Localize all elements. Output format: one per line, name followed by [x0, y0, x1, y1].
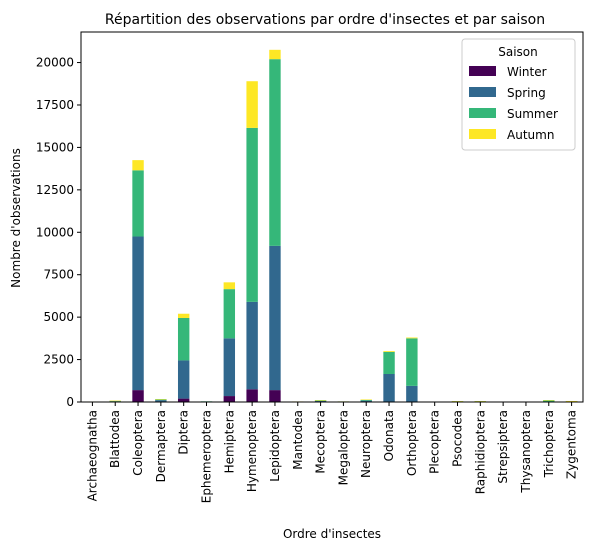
bar-segment-autumn-zygentoma — [565, 400, 578, 402]
x-tick-label: Lepidoptera — [268, 410, 282, 482]
x-tick-label: Odonata — [382, 410, 396, 461]
bar-segment-autumn-raphidioptera — [474, 401, 487, 402]
y-tick-label: 10000 — [36, 225, 74, 239]
bar-segment-spring-hemiptera — [223, 338, 236, 397]
bar-segment-summer-odonata — [383, 351, 395, 374]
x-tick-label: Trichoptera — [542, 410, 556, 478]
bar-segment-winter-diptera — [177, 398, 190, 402]
legend-label-spring: Spring — [507, 86, 546, 100]
x-tick-label: Diptera — [177, 410, 191, 455]
y-tick-label: 7500 — [43, 268, 74, 282]
bar-segment-summer-dermaptera — [155, 399, 167, 401]
y-tick-label: 20000 — [36, 56, 74, 70]
bar-segment-summer-hymenoptera — [246, 127, 258, 302]
x-tick-label: Archaeognatha — [85, 410, 99, 501]
y-tick-label: 17500 — [36, 98, 74, 112]
bar-segment-spring-hymenoptera — [246, 301, 258, 390]
bar-segment-summer-neuroptera — [360, 399, 372, 401]
legend: Saison Winter Spring Summer Autumn — [461, 38, 576, 151]
x-tick-label: Raphidioptera — [473, 410, 487, 494]
bar-segment-autumn-hemiptera — [223, 282, 236, 290]
x-tick-label: Plecoptera — [428, 410, 442, 474]
x-tick-label: Dermaptera — [154, 410, 168, 482]
legend-label-winter: Winter — [507, 65, 547, 79]
bar-segment-autumn-mecoptera — [314, 400, 327, 401]
x-axis: Archaeognatha Blattodea Coleoptera Dermapte… — [85, 402, 579, 503]
bar-segment-summer-mecoptera — [314, 400, 327, 401]
y-tick-label: 15000 — [36, 140, 74, 154]
x-tick-label: Mantodea — [291, 410, 305, 470]
y-axis-label: Nombre d'observations — [9, 148, 23, 288]
legend-swatch-summer — [469, 108, 496, 118]
y-tick-label: 5000 — [43, 310, 74, 324]
x-tick-label: Hemiptera — [222, 410, 236, 473]
y-tick-label: 12500 — [36, 183, 74, 197]
x-tick-label: Mecoptera — [314, 410, 328, 474]
x-axis-label: Ordre d'insectes — [283, 527, 381, 541]
bar-segment-spring-neuroptera — [360, 400, 372, 402]
bar-segment-autumn-psocodea — [451, 401, 464, 402]
bar-segment-winter-hemiptera — [223, 396, 236, 402]
legend-swatch-spring — [469, 87, 496, 97]
x-tick-label: Blattodea — [108, 410, 122, 468]
bar-segment-winter-lepidoptera — [269, 390, 281, 402]
bar-segment-summer-orthoptera — [406, 338, 418, 386]
bar-segment-spring-coleoptera — [132, 236, 144, 391]
bar-segment-spring-orthoptera — [406, 385, 418, 402]
y-tick-label: 2500 — [43, 353, 74, 367]
x-tick-label: Ephemeroptera — [200, 410, 214, 503]
x-tick-label: Psocodea — [451, 410, 465, 467]
bar-segment-autumn-odonata — [383, 351, 395, 352]
bar-segment-autumn-hymenoptera — [246, 81, 258, 128]
bar-segment-autumn-diptera — [177, 313, 190, 318]
bar-segment-spring-lepidoptera — [269, 245, 281, 391]
bar-segment-winter-hymenoptera — [246, 389, 258, 402]
bar-segment-autumn-coleoptera — [132, 160, 144, 171]
y-tick-label: 0 — [66, 395, 74, 409]
legend-label-autumn: Autumn — [507, 128, 554, 142]
x-tick-label: Neuroptera — [359, 410, 373, 478]
bar-segment-autumn-dermaptera — [155, 399, 167, 400]
legend-label-summer: Summer — [507, 107, 558, 121]
bar-segment-spring-blattodea — [109, 401, 121, 402]
bar-segment-summer-diptera — [177, 317, 190, 361]
bar-segment-autumn-trichoptera — [543, 400, 555, 401]
chart-title: Répartition des observations par ordre d… — [105, 12, 545, 28]
bar-segment-winter-coleoptera — [132, 390, 144, 402]
x-tick-label: Hymenoptera — [245, 410, 259, 492]
legend-swatch-winter — [469, 66, 496, 76]
legend-title: Saison — [498, 45, 538, 59]
bar-segment-autumn-lepidoptera — [269, 49, 281, 60]
bar-segment-spring-dermaptera — [155, 400, 167, 402]
y-axis: 0 2500 5000 7500 10000 12500 15000 17500 20000 — [36, 56, 81, 409]
x-tick-label: Coleoptera — [131, 410, 145, 476]
x-tick-label: Thysanoptera — [519, 410, 533, 494]
bar-segment-summer-hemiptera — [223, 289, 236, 339]
bar-segment-autumn-neuroptera — [360, 399, 372, 400]
bar-segment-spring-diptera — [177, 360, 190, 399]
bar-segment-summer-coleoptera — [132, 170, 144, 237]
plot-frame — [80, 31, 584, 403]
bar-segment-spring-odonata — [383, 374, 395, 402]
x-tick-label: Zygentoma — [565, 410, 579, 479]
bar-segment-autumn-blattodea — [109, 400, 121, 402]
bar-segment-summer-trichoptera — [543, 400, 555, 402]
bar-segment-autumn-orthoptera — [406, 337, 418, 339]
legend-swatch-autumn — [469, 129, 496, 139]
bar-segment-spring-mecoptera — [314, 400, 327, 402]
x-tick-label: Orthoptera — [405, 410, 419, 476]
x-tick-label: Strepsiptera — [496, 410, 510, 484]
bar-segment-summer-lepidoptera — [269, 59, 281, 246]
x-tick-label: Megaloptera — [336, 410, 350, 485]
